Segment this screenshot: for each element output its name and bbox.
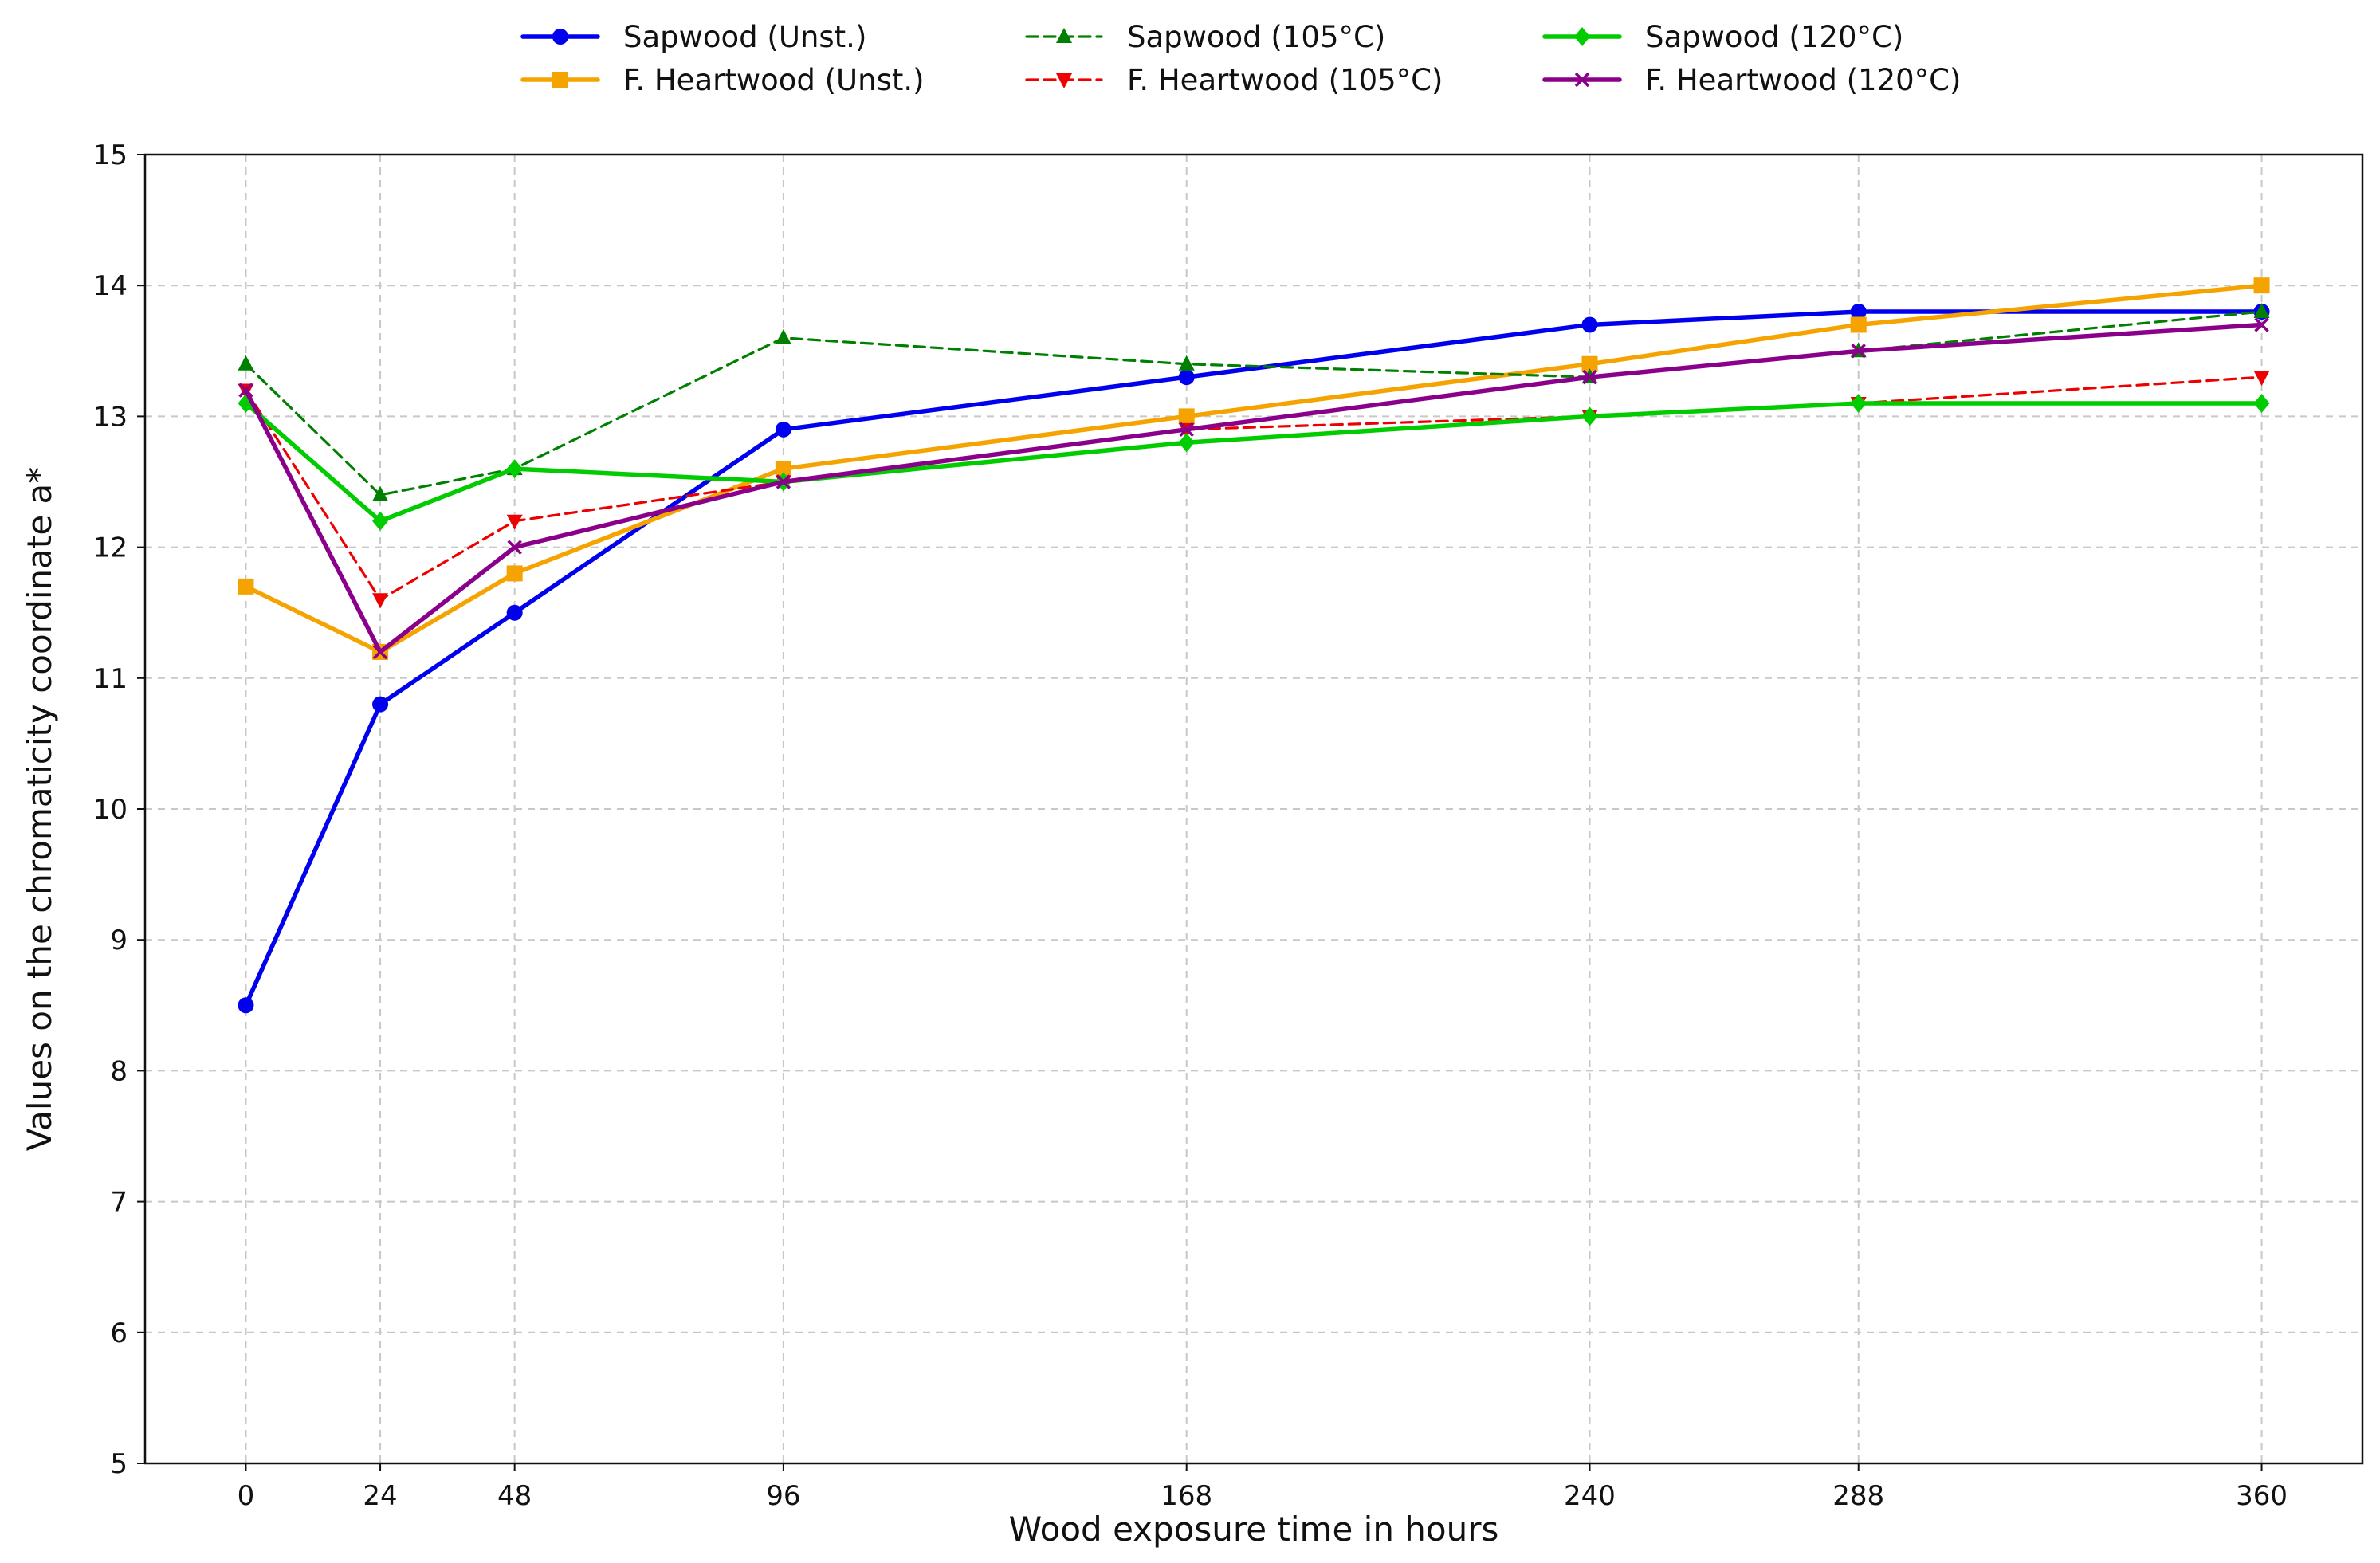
legend-marker	[1056, 28, 1072, 43]
data-point	[1851, 344, 1866, 359]
data-point	[372, 485, 389, 501]
legend-marker	[1574, 27, 1590, 46]
x-tick-label: 168	[1161, 1480, 1212, 1512]
x-tick-label: 0	[238, 1480, 255, 1512]
x-tick-label: 24	[363, 1480, 397, 1512]
series-f-heartwood-120-c	[238, 317, 2269, 660]
y-tick-label: 9	[110, 925, 128, 956]
series-line	[243, 283, 2264, 654]
y-tick-label: 8	[110, 1055, 128, 1087]
series-line	[243, 309, 2264, 1008]
y-tick-label: 12	[93, 532, 128, 564]
data-point	[2253, 277, 2270, 294]
data-point	[372, 696, 389, 713]
plot-frame	[143, 153, 2364, 1465]
axis-layer: 0 24 48 96 168 240 288 360 5 6 7 8 9 10 11 12 13 14 15	[93, 139, 2364, 1512]
legend-label: Sapwood (Unst.)	[623, 20, 866, 54]
data-point	[1581, 355, 1598, 372]
data-point	[506, 604, 523, 621]
data-point	[1581, 316, 1598, 333]
data-point	[2254, 317, 2269, 332]
x-tick-label: 240	[1564, 1480, 1616, 1512]
data-point	[1581, 406, 1598, 426]
legend-label: Sapwood (120°C)	[1645, 20, 1903, 54]
data-point	[1850, 304, 1867, 320]
data-point	[2253, 371, 2270, 387]
legend-marker	[552, 29, 568, 45]
data-point	[1850, 393, 1867, 413]
y-tick-label: 6	[110, 1318, 128, 1349]
data-point	[1178, 369, 1195, 386]
data-point	[238, 578, 254, 595]
data-point	[775, 328, 791, 344]
y-tick-label: 14	[93, 270, 128, 302]
legend-label: F. Heartwood (Unst.)	[623, 63, 925, 97]
y-tick-label: 7	[110, 1187, 128, 1219]
data-point	[238, 355, 254, 371]
series-line	[243, 401, 2264, 524]
data-point	[506, 565, 523, 582]
data-point	[1850, 316, 1867, 333]
legend-label: F. Heartwood (105°C)	[1127, 63, 1443, 97]
data-point	[775, 421, 791, 438]
legend-marker	[1574, 72, 1590, 88]
y-tick-label: 15	[93, 139, 128, 171]
data-point	[775, 461, 791, 477]
y-axis-title: Values on the chromaticity coordinate a*	[20, 467, 59, 1152]
data-point	[372, 511, 389, 531]
legend-item: Sapwood (105°C)	[1025, 20, 1385, 54]
x-tick-label: 360	[2236, 1480, 2288, 1512]
x-tick-label: 48	[497, 1480, 532, 1512]
y-tick-label: 11	[93, 663, 128, 695]
data-point	[238, 383, 253, 398]
y-tick-label: 5	[110, 1448, 128, 1480]
data-point	[1179, 422, 1194, 438]
data-point	[372, 644, 388, 660]
data-point	[1178, 408, 1195, 425]
legend-item: F. Heartwood (Unst.)	[520, 63, 925, 97]
data-point	[2253, 303, 2270, 319]
data-point	[1178, 433, 1195, 453]
legend-marker	[1056, 73, 1072, 88]
legend-label: F. Heartwood (120°C)	[1645, 63, 1961, 97]
data-point	[238, 997, 254, 1014]
legend-item: F. Heartwood (105°C)	[1025, 63, 1443, 97]
data-point	[372, 593, 389, 609]
y-tick-label: 10	[93, 794, 128, 826]
legend: Sapwood (Unst.) F. Heartwood (Unst.) Sapwo…	[520, 20, 1961, 97]
x-tick-label: 288	[1832, 1480, 1884, 1512]
data-point	[2253, 393, 2270, 413]
legend-label: Sapwood (105°C)	[1127, 20, 1385, 54]
data-point	[1582, 369, 1597, 385]
legend-item: F. Heartwood (120°C)	[1542, 63, 1961, 97]
data-point	[506, 514, 523, 530]
data-point	[1178, 355, 1195, 371]
x-tick-label: 96	[766, 1480, 800, 1512]
x-axis-title: Wood exposure time in hours	[1009, 1510, 1499, 1549]
legend-item: Sapwood (120°C)	[1542, 20, 1903, 54]
y-tick-label: 13	[93, 401, 128, 433]
data-point	[776, 474, 791, 489]
data-point	[506, 459, 523, 479]
series-line	[243, 322, 2264, 654]
legend-marker	[552, 72, 568, 88]
legend-item: Sapwood (Unst.)	[520, 20, 866, 54]
series-layer	[238, 277, 2270, 1014]
data-point	[507, 540, 522, 555]
